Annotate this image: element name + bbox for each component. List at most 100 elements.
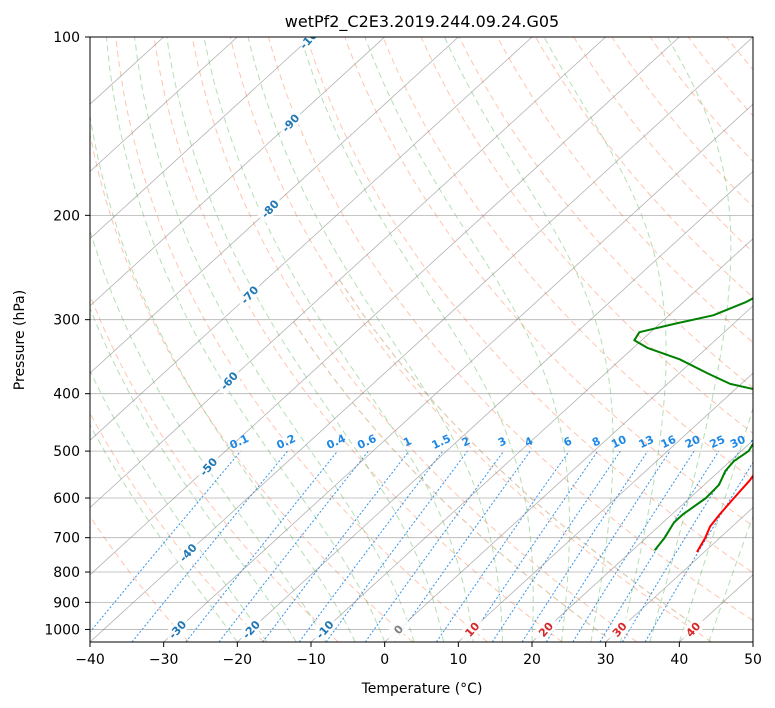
mixing-ratio-line	[262, 450, 410, 642]
mixing-ratio-line	[599, 450, 720, 642]
moist-adiabat	[649, 37, 732, 642]
mixing-ratio-label: 13	[637, 433, 656, 451]
moist-adiabat	[134, 37, 415, 642]
dry-adiabat	[649, 37, 753, 163]
lcl-curve	[338, 279, 697, 627]
mixing-ratio-line	[491, 450, 621, 642]
moist-adiabat	[203, 37, 474, 642]
isotherm-label-background	[215, 366, 243, 396]
axis-layer: −40 −30 −20 −10 0 10 20 30 40 50 100 200 300 400 500 60…	[44, 30, 762, 668]
y-tick-label: 500	[53, 444, 80, 460]
x-tick-label: 40	[670, 652, 688, 668]
isotherm-label-background	[310, 615, 339, 642]
isotherm-line	[605, 507, 753, 642]
isotherm-line	[90, 37, 680, 576]
moist-adiabat	[90, 423, 238, 642]
mixing-ratio-line	[393, 450, 531, 642]
mixing-ratio-line	[364, 450, 505, 642]
isotherm-line	[458, 372, 753, 642]
isotherm-label-background	[174, 538, 202, 567]
isotherm-label-background	[384, 615, 413, 642]
plot-area	[90, 37, 753, 642]
moist-adiabat	[443, 37, 614, 642]
isotherm-line	[237, 170, 753, 642]
moist-adiabat	[90, 228, 327, 642]
x-tick-label: 30	[597, 652, 615, 668]
mixing-ratio-line	[131, 450, 288, 642]
mixing-ratio-line	[185, 450, 338, 642]
isotherm-label-background	[256, 194, 284, 224]
dry-adiabat	[458, 37, 753, 389]
dry-adiabat	[268, 37, 753, 622]
x-tick-label: 10	[449, 652, 467, 668]
isotherm-line	[90, 37, 385, 307]
dry-adiabat	[90, 293, 339, 642]
mixing-ratio-line	[218, 450, 369, 642]
isotherm-line	[90, 37, 312, 240]
y-tick-label: 300	[53, 313, 80, 329]
x-tick-label: 20	[523, 652, 541, 668]
isotherm-line	[90, 37, 606, 509]
mixing-ratio-label: 16	[659, 433, 679, 451]
moist-adiabat	[90, 306, 297, 642]
plot-frame	[89, 36, 754, 643]
moist-adiabat	[106, 37, 386, 642]
x-tick-label: −10	[296, 652, 326, 668]
dry-adiabat	[344, 37, 753, 527]
mixing-ratio-line	[521, 450, 649, 642]
dry-adiabat	[90, 412, 264, 642]
chart-title: wetPf2_C2E3.2019.244.09.24.G05	[285, 12, 559, 32]
isotherm-line	[90, 37, 533, 441]
y-tick-label: 900	[53, 595, 80, 611]
x-tick-label: 0	[380, 652, 389, 668]
y-axis-label: Pressure (hPa)	[12, 290, 28, 390]
isotherm-label-background	[276, 108, 305, 138]
mixing-ratio-line	[644, 461, 753, 642]
dry-adiabat	[573, 37, 753, 253]
moist-adiabat	[166, 37, 445, 642]
y-tick-label: 1000	[44, 622, 80, 638]
dry-adiabat	[420, 37, 753, 434]
isotherm-label-background	[605, 615, 634, 642]
isotherm-label-background	[237, 615, 266, 642]
isotherm-line	[384, 305, 753, 642]
lcl-curve	[293, 321, 610, 640]
isotherm-line	[163, 103, 753, 642]
dry-adiabat	[191, 37, 638, 642]
mixing-ratio-label: 10	[609, 433, 629, 451]
y-tick-label: 400	[53, 387, 80, 403]
isotherm-label-background	[679, 615, 708, 642]
isotherm-line	[310, 238, 753, 642]
dry-adiabat	[382, 37, 753, 481]
y-tick-label: 700	[53, 531, 80, 547]
moist-adiabat	[300, 37, 534, 642]
profile-line	[696, 474, 753, 553]
dry-adiabat	[153, 37, 563, 642]
mixing-ratio-line	[325, 450, 468, 642]
x-axis-label: Temperature (°C)	[361, 681, 483, 697]
y-tick-label: 600	[53, 491, 80, 507]
isotherm-label-background	[235, 280, 264, 310]
dry-adiabat	[229, 37, 712, 642]
y-tick-label: 100	[53, 30, 80, 46]
dry-adiabat	[496, 37, 753, 344]
dry-adiabat	[306, 37, 753, 574]
x-tick-label: −30	[149, 652, 179, 668]
y-tick-label: 800	[53, 565, 80, 581]
moist-adiabat	[90, 112, 356, 642]
isotherm-line	[531, 439, 753, 642]
mixing-ratio-label: 20	[683, 433, 703, 451]
y-tick-label: 200	[53, 208, 80, 224]
mixing-ratio-line	[467, 450, 599, 642]
isotherm-line	[90, 37, 459, 374]
isotherm-label-background	[458, 615, 487, 642]
x-tick-label: −20	[223, 652, 253, 668]
isotherm-label-background	[163, 615, 192, 642]
isotherm-line	[90, 37, 238, 172]
mixing-ratio-label: 30	[728, 433, 748, 451]
x-tick-label: 50	[744, 652, 762, 668]
moist-adiabat	[678, 406, 753, 642]
